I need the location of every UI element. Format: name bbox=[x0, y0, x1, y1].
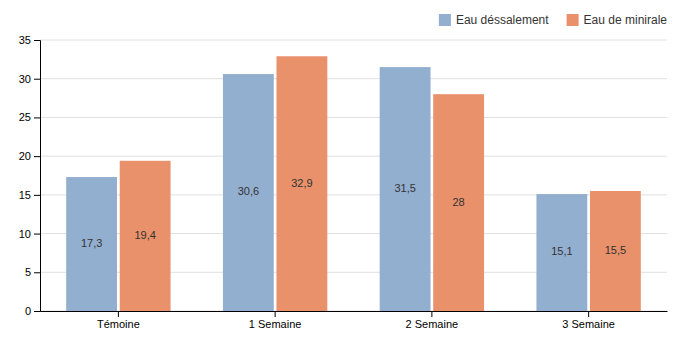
tick-mark bbox=[431, 311, 432, 317]
bar bbox=[66, 177, 117, 311]
tick-label: 0 bbox=[25, 305, 31, 317]
tick: 0 bbox=[25, 305, 40, 317]
bar bbox=[120, 161, 171, 311]
axis-line bbox=[41, 311, 668, 312]
tick: 20 bbox=[19, 150, 40, 162]
tick: 10 bbox=[19, 228, 40, 240]
tick-label: Témoine bbox=[97, 318, 140, 330]
bar bbox=[433, 94, 484, 311]
legend-swatch bbox=[439, 14, 451, 26]
tick-mark bbox=[275, 311, 276, 317]
legend-swatch bbox=[567, 14, 579, 26]
legend-label: Eau déssalement bbox=[456, 13, 549, 27]
tick: 5 bbox=[25, 266, 40, 278]
axis-line bbox=[34, 41, 41, 312]
tick: 25 bbox=[19, 111, 40, 123]
tick: 2 Semaine bbox=[406, 311, 459, 330]
tick-mark bbox=[34, 156, 40, 157]
tick-mark bbox=[34, 234, 40, 235]
tick-label: 25 bbox=[19, 111, 31, 123]
tick-mark bbox=[34, 40, 40, 41]
tick: Témoine bbox=[97, 311, 140, 330]
tick-mark bbox=[34, 79, 40, 80]
tick-mark bbox=[34, 117, 40, 118]
legend-item: Eau de minirale bbox=[567, 13, 668, 27]
bar bbox=[536, 194, 587, 311]
tick: 1 Semaine bbox=[249, 311, 302, 330]
tick-label: 10 bbox=[19, 228, 31, 240]
data-label: 19,4 bbox=[134, 229, 155, 241]
tick-mark bbox=[118, 311, 119, 317]
data-label: 28 bbox=[453, 196, 465, 208]
x-axis: Témoine 1 Semaine 2 Semaine 3 Semaine bbox=[41, 311, 668, 330]
data-label: 17,3 bbox=[81, 237, 102, 249]
data-label: 31,5 bbox=[394, 182, 415, 194]
data-labels: 17,3 30,6 31,5 15,1 19,4 32,9 28 15,5 bbox=[81, 177, 626, 258]
tick-label: 1 Semaine bbox=[249, 318, 302, 330]
bar bbox=[590, 191, 641, 311]
tick-label: 3 Semaine bbox=[562, 318, 615, 330]
bar bbox=[276, 56, 327, 311]
tick-label: 20 bbox=[19, 150, 31, 162]
grid-line bbox=[40, 78, 667, 79]
data-label: 15,1 bbox=[551, 245, 572, 257]
legend: Eau déssalement Eau de minirale bbox=[439, 13, 667, 27]
tick-mark bbox=[34, 195, 40, 196]
tick-mark bbox=[588, 311, 589, 317]
bar bbox=[223, 74, 274, 311]
grid-line bbox=[40, 40, 667, 41]
tick: 3 Semaine bbox=[562, 311, 615, 330]
grid bbox=[40, 40, 667, 311]
data-label: 32,9 bbox=[291, 177, 312, 189]
tick-mark bbox=[34, 272, 40, 273]
chart: 17,3 30,6 31,5 15,1 19,4 32,9 28 15,5 Témoine 1 S… bbox=[0, 0, 683, 341]
plot: 17,3 30,6 31,5 15,1 19,4 32,9 28 15,5 Témoine 1 S… bbox=[19, 34, 668, 330]
bar bbox=[380, 67, 431, 311]
tick-label: 35 bbox=[19, 34, 31, 46]
data-label: 15,5 bbox=[605, 244, 626, 256]
tick-label: 30 bbox=[19, 73, 31, 85]
data-label: 30,6 bbox=[238, 185, 259, 197]
tick: 15 bbox=[19, 189, 40, 201]
tick-label: 5 bbox=[25, 266, 31, 278]
y-axis: 0 5 10 15 20 25 30 35 bbox=[19, 34, 41, 317]
legend-item: Eau déssalement bbox=[439, 13, 549, 27]
legend-label: Eau de minirale bbox=[584, 13, 668, 27]
tick-label: 2 Semaine bbox=[406, 318, 459, 330]
tick: 30 bbox=[19, 73, 40, 85]
grid-line bbox=[40, 156, 667, 157]
tick-label: 15 bbox=[19, 189, 31, 201]
tick: 35 bbox=[19, 34, 40, 46]
bars bbox=[66, 56, 641, 311]
grid-line bbox=[40, 117, 667, 118]
tick-mark bbox=[34, 311, 40, 312]
